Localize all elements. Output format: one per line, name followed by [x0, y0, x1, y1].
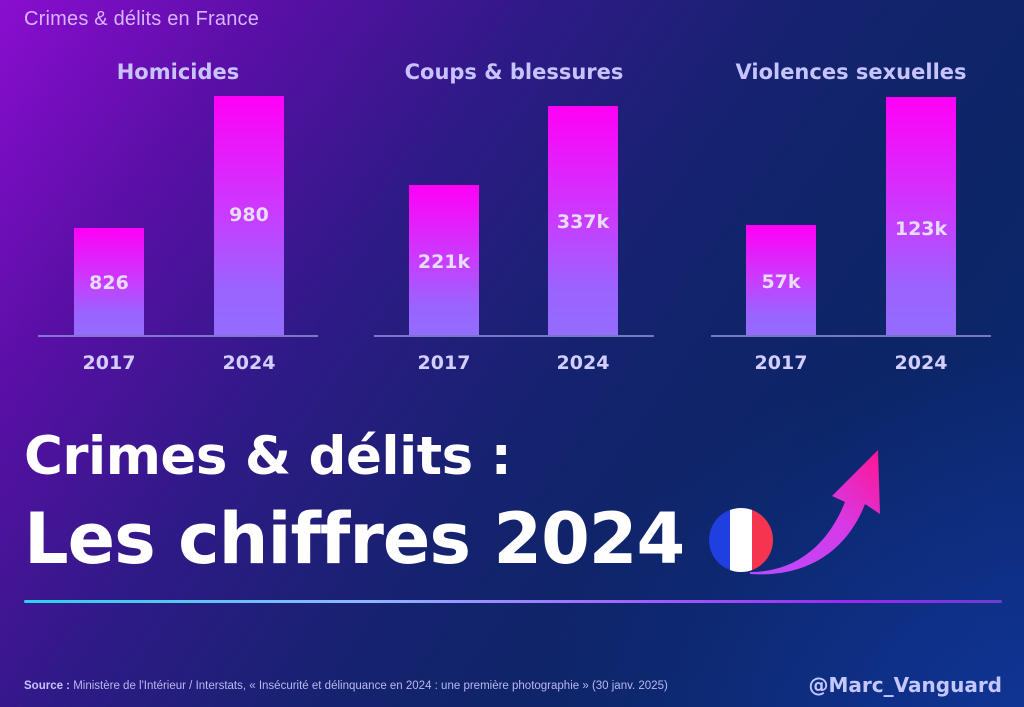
- bar-value-label: 980: [229, 204, 269, 226]
- page-subtitle: Crimes & délits en France: [24, 8, 260, 30]
- chart-panel-violences-sexuelles: Violences sexuelles 57k 123k 2017 2024: [711, 56, 991, 386]
- bar-value-label: 221k: [417, 251, 471, 273]
- bar-2024: 980: [214, 96, 284, 335]
- bar-value-label: 337k: [556, 211, 610, 233]
- x-tick-label: 2017: [82, 352, 136, 374]
- bar-2024: 123k: [886, 97, 956, 335]
- chart-panel-coups-blessures: Coups & blessures 221k 337k 2017 2024: [374, 56, 654, 386]
- x-tick-label: 2024: [222, 352, 276, 374]
- bar-2017: 57k: [746, 225, 816, 335]
- gradient-divider: [24, 600, 1002, 603]
- trend-up-arrow-icon: [750, 450, 880, 575]
- bar-2017: 221k: [409, 185, 479, 335]
- bar-2024: 337k: [548, 106, 618, 335]
- headline-line-1: Crimes & délits :: [24, 426, 512, 487]
- bar-value-label: 826: [89, 272, 129, 294]
- chart-title: Homicides: [116, 60, 240, 84]
- author-handle: @Marc_Vanguard: [808, 673, 1002, 697]
- axis-baseline: [374, 335, 654, 337]
- x-tick-label: 2017: [417, 352, 471, 374]
- headline-line-2: Les chiffres 2024: [24, 498, 685, 580]
- source-label: Source :: [24, 680, 71, 692]
- x-tick-label: 2017: [754, 352, 808, 374]
- france-flag-icon: [709, 508, 773, 572]
- x-tick-label: 2024: [894, 352, 948, 374]
- chart-title: Coups & blessures: [404, 60, 624, 84]
- bar-2017: 826: [74, 228, 144, 335]
- x-tick-label: 2024: [556, 352, 610, 374]
- source-citation: Source : Ministère de l'Intérieur / Inte…: [24, 680, 668, 692]
- axis-baseline: [38, 335, 318, 337]
- source-text: Ministère de l'Intérieur / Interstats, «…: [70, 680, 668, 692]
- bar-value-label: 57k: [761, 271, 801, 293]
- chart-panel-homicides: Homicides 826 980 2017 2024: [38, 56, 318, 386]
- chart-title: Violences sexuelles: [735, 60, 967, 84]
- bar-value-label: 123k: [894, 218, 948, 240]
- axis-baseline: [711, 335, 991, 337]
